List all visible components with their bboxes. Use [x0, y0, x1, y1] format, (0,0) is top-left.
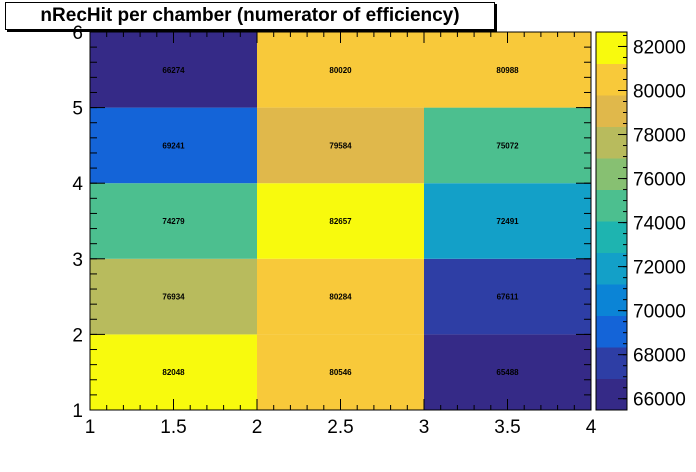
cell-value-label: 80988 — [496, 66, 519, 75]
cell-value-label: 82657 — [329, 217, 352, 226]
colorbar-tick-label: 72000 — [633, 258, 686, 279]
x-tick-label: 1.5 — [160, 417, 186, 438]
colorbar-tick-label: 74000 — [633, 214, 686, 235]
x-tick-label: 4 — [586, 417, 597, 438]
heatmap-cell — [424, 107, 591, 184]
y-tick-label: 4 — [72, 174, 83, 195]
colorbar-tick-label: 66000 — [633, 390, 686, 411]
heatmap-cell — [257, 334, 424, 410]
heatmap-cell — [90, 107, 257, 184]
x-tick-label: 2.5 — [327, 417, 353, 438]
heatmap-cell — [90, 32, 257, 108]
y-tick-label: 5 — [72, 99, 83, 120]
colorbar-segment — [596, 347, 627, 379]
cell-value-label: 80020 — [329, 66, 352, 75]
cell-value-label: 79584 — [329, 141, 352, 150]
cell-value-label: 66274 — [162, 66, 185, 75]
heatmap-cell — [424, 258, 591, 335]
colorbar-segment — [596, 284, 627, 316]
heatmap-cell — [424, 334, 591, 410]
heatmap-cell — [257, 258, 424, 335]
colorbar-tick-label: 76000 — [633, 170, 686, 191]
chart-title: nRecHit per chamber (numerator of effici… — [5, 2, 495, 30]
colorbar-segment — [596, 252, 627, 285]
colorbar-segment — [596, 126, 627, 159]
heatmap-cell — [257, 183, 424, 259]
cell-value-label: 82048 — [162, 368, 185, 377]
y-tick-label: 3 — [72, 250, 83, 271]
colorbar-segment — [596, 378, 627, 411]
x-tick-label: 1 — [85, 417, 96, 438]
colorbar-segment — [596, 32, 627, 64]
colorbar-frame — [595, 31, 628, 411]
heatmap-cell — [424, 32, 591, 108]
cell-value-label: 75072 — [496, 141, 519, 150]
cell-value-label: 80284 — [329, 293, 352, 302]
x-tick-label: 3 — [419, 417, 430, 438]
cell-value-label: 65488 — [496, 368, 519, 377]
y-tick-label: 2 — [72, 325, 83, 346]
colorbar-tick-label: 78000 — [633, 126, 686, 147]
cell-value-label: 76934 — [162, 293, 185, 302]
colorbar-tick-label: 70000 — [633, 302, 686, 323]
colorbar-segment — [596, 315, 627, 348]
cell-value-label: 80546 — [329, 368, 352, 377]
cell-value-label: 72491 — [496, 217, 519, 226]
heatmap-cell — [257, 32, 424, 108]
cell-value-label: 67611 — [497, 293, 519, 302]
colorbar-segment — [596, 158, 627, 190]
heatmap-cell — [257, 107, 424, 184]
colorbar-segment — [596, 95, 627, 127]
colorbar-tick-label: 82000 — [633, 37, 686, 58]
x-tick-label: 3.5 — [494, 417, 520, 438]
heatmap-cell — [90, 183, 257, 259]
heatmap-cell — [424, 183, 591, 259]
heatmap-cell — [90, 334, 257, 410]
y-tick-label: 6 — [72, 23, 83, 44]
colorbar-segment — [596, 221, 627, 253]
colorbar-segment — [596, 189, 627, 222]
colorbar-tick-label: 80000 — [633, 81, 686, 102]
colorbar-tick-label: 68000 — [633, 346, 686, 367]
cell-value-label: 69241 — [162, 141, 185, 150]
cell-value-label: 74279 — [162, 217, 185, 226]
y-tick-label: 1 — [72, 401, 83, 422]
x-tick-label: 2 — [252, 417, 263, 438]
heatmap-cell — [90, 258, 257, 335]
